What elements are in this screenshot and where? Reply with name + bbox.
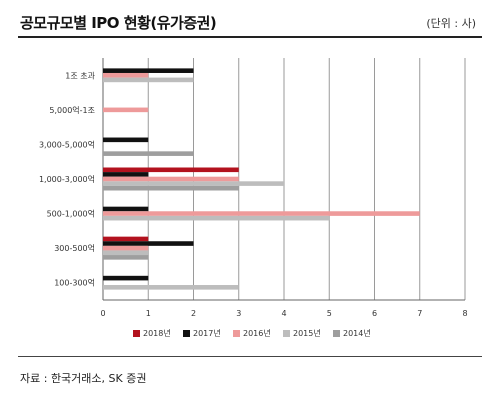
chart-title: 공모규모별 IPO 현황(유가증권) xyxy=(20,14,217,32)
bar-2017년 xyxy=(103,206,149,212)
unit-label: (단위 : 사) xyxy=(426,17,476,30)
legend-label: 2016년 xyxy=(243,328,271,338)
category-label: 3,000-5,000억 xyxy=(39,139,95,149)
bar-2016년 xyxy=(103,211,420,216)
bar-2015년 xyxy=(103,181,284,186)
legend-swatch xyxy=(183,330,190,337)
bar-2016년 xyxy=(103,72,149,78)
bar-2015년 xyxy=(103,250,149,256)
x-tick-labels: 0 1 2 3 4 5 6 7 8 xyxy=(100,309,467,318)
category-label: 300-500억 xyxy=(54,243,95,253)
category-label: 1,000-3,000억 xyxy=(39,174,95,184)
x-tick-label: 2 xyxy=(191,309,196,318)
x-tick-label: 3 xyxy=(236,309,241,318)
bar-2017년 xyxy=(103,137,149,143)
bar-2017년 xyxy=(103,275,149,281)
legend-swatch xyxy=(233,330,240,337)
bar-2018년 xyxy=(103,236,149,242)
x-tick-label: 8 xyxy=(462,309,467,318)
x-tick-label: 4 xyxy=(281,309,286,318)
bar-2016년 xyxy=(103,107,149,113)
legend-swatch xyxy=(283,330,290,337)
legend-label: 2014년 xyxy=(343,328,371,338)
source-divider xyxy=(18,356,482,357)
category-label: 500-1,000억 xyxy=(47,209,95,219)
bar-2014년 xyxy=(103,255,149,260)
x-tick-label: 0 xyxy=(100,309,105,318)
bar-2017년 xyxy=(103,68,194,73)
legend-swatch xyxy=(333,330,340,337)
x-tick-label: 6 xyxy=(372,309,377,318)
bar-2016년 xyxy=(103,245,149,251)
bar-2017년 xyxy=(103,241,194,246)
bar-2016년 xyxy=(103,176,239,182)
bar-2015년 xyxy=(103,285,239,290)
bar-2015년 xyxy=(103,215,330,221)
x-tick-label: 7 xyxy=(417,309,422,318)
bars xyxy=(103,68,420,290)
category-label: 5,000억-1조 xyxy=(49,105,95,115)
title-divider xyxy=(18,36,482,38)
x-tick-label: 1 xyxy=(146,309,151,318)
legend-label: 2017년 xyxy=(193,328,221,338)
bar-2017년 xyxy=(103,172,149,177)
category-label: 100-300억 xyxy=(54,278,95,288)
legend-label: 2018년 xyxy=(143,328,171,338)
legend-label: 2015년 xyxy=(293,328,321,338)
bar-2018년 xyxy=(103,167,239,173)
bar-2014년 xyxy=(103,185,239,191)
legend: 2018년 2017년 2016년 2015년 2014년 xyxy=(133,328,371,338)
legend-swatch xyxy=(133,330,140,337)
bar-2015년 xyxy=(103,77,194,83)
x-tick-label: 5 xyxy=(327,309,332,318)
bar-2014년 xyxy=(103,151,194,156)
category-labels: 1조 초과 5,000억-1조 3,000-5,000억 1,000-3,000억 50… xyxy=(39,71,96,287)
source-note: 자료 : 한국거래소, SK 증권 xyxy=(20,372,147,385)
category-label: 1조 초과 xyxy=(65,71,95,80)
